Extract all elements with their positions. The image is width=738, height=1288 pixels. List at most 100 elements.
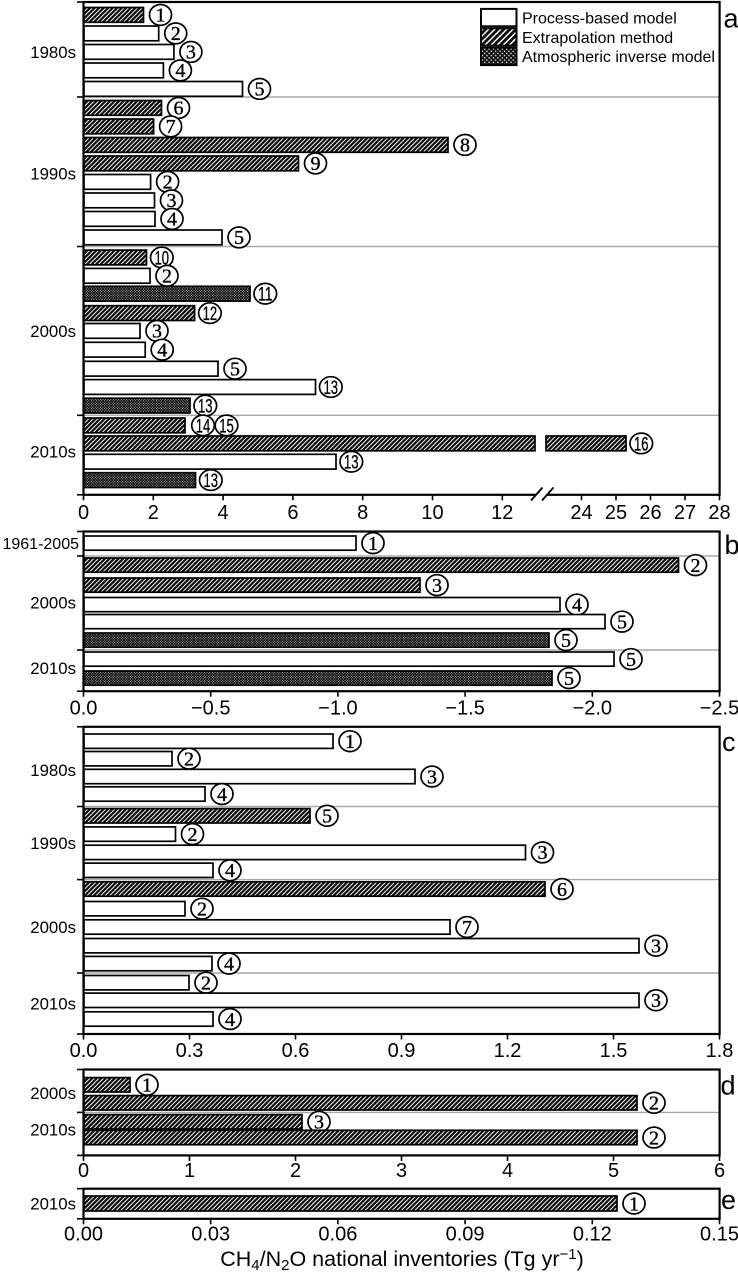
svg-text:1.5: 1.5 [600,1040,628,1062]
svg-text:2000s: 2000s [30,594,76,613]
svg-text:4: 4 [225,1009,235,1031]
svg-text:2000s: 2000s [30,918,76,937]
svg-text:0.15: 0.15 [700,1224,738,1246]
svg-text:5: 5 [255,79,265,101]
svg-text:13: 13 [324,378,339,399]
svg-text:2: 2 [649,1093,659,1115]
svg-text:27: 27 [674,502,696,524]
svg-text:Atmospheric inverse model: Atmospheric inverse model [522,49,715,66]
svg-text:0: 0 [78,502,89,524]
svg-text:0: 0 [78,1160,89,1182]
svg-text:0.3: 0.3 [176,1040,204,1062]
svg-text:1.8: 1.8 [706,1040,734,1062]
svg-text:0.12: 0.12 [573,1224,612,1246]
svg-text:0.03: 0.03 [191,1224,230,1246]
svg-text:d: d [721,1071,736,1101]
svg-text:1990s: 1990s [30,834,76,853]
svg-text:8: 8 [357,502,368,524]
svg-text:3: 3 [538,842,548,864]
svg-text:1961-2005: 1961-2005 [2,536,79,553]
svg-text:−1.0: −1.0 [318,698,357,720]
svg-text:14: 14 [196,416,211,437]
svg-text:4: 4 [572,594,582,616]
svg-text:3: 3 [427,766,437,788]
svg-text:6: 6 [557,879,567,901]
svg-text:1: 1 [629,1193,639,1215]
svg-text:3: 3 [651,990,661,1012]
svg-text:5: 5 [608,1160,619,1182]
svg-text:7: 7 [166,116,176,138]
svg-text:Process-based model: Process-based model [522,10,677,27]
svg-text:2: 2 [162,266,172,288]
svg-text:1980s: 1980s [30,761,76,780]
svg-text:4: 4 [225,860,235,882]
svg-text:26: 26 [639,502,661,524]
svg-text:0.06: 0.06 [318,1224,357,1246]
svg-text:1: 1 [345,731,355,753]
svg-text:24: 24 [570,502,592,524]
svg-text:2: 2 [197,899,207,921]
svg-text:1.2: 1.2 [494,1040,522,1062]
svg-text:2010s: 2010s [30,994,76,1013]
svg-text:5: 5 [617,611,627,633]
svg-text:16: 16 [634,434,649,455]
svg-text:2: 2 [171,23,181,45]
svg-text:e: e [721,1185,736,1215]
svg-text:5: 5 [230,359,240,381]
svg-text:13: 13 [344,453,359,474]
svg-text:1: 1 [368,533,378,555]
svg-text:28: 28 [708,502,730,524]
svg-text:b: b [725,530,738,560]
svg-text:5: 5 [322,806,332,828]
svg-text:c: c [722,727,736,757]
svg-text:−1.5: −1.5 [445,698,484,720]
svg-text:5: 5 [626,649,636,671]
svg-text:5: 5 [561,630,571,652]
svg-text:2010s: 2010s [30,1194,76,1213]
svg-text:5: 5 [234,227,244,249]
svg-text:−0.5: −0.5 [191,698,230,720]
svg-text:1990s: 1990s [30,164,76,183]
svg-text:8: 8 [460,135,470,157]
svg-text:4: 4 [217,784,227,806]
svg-text:1: 1 [156,5,166,27]
svg-text:2: 2 [649,1127,659,1149]
svg-text:4: 4 [502,1160,513,1182]
svg-text:CH4/N2O national inventories (: CH4/N2O national inventories (Tg yr−1) [220,1246,584,1274]
svg-text:2010s: 2010s [30,1121,76,1140]
svg-text:2000s: 2000s [30,1084,76,1103]
svg-text:13: 13 [198,397,213,418]
svg-text:−2.0: −2.0 [573,698,612,720]
svg-text:4: 4 [157,340,167,362]
svg-text:3: 3 [432,575,442,597]
svg-text:0.9: 0.9 [388,1040,416,1062]
svg-text:Extrapolation method: Extrapolation method [522,30,673,47]
svg-text:13: 13 [204,471,219,492]
svg-text:2: 2 [201,973,211,995]
svg-text:1980s: 1980s [30,43,76,62]
svg-text:0.0: 0.0 [70,1040,98,1062]
svg-text:0.00: 0.00 [64,1224,103,1246]
svg-text:5: 5 [564,668,574,690]
svg-text:9: 9 [311,153,321,175]
svg-text:3: 3 [186,42,196,64]
svg-text:4: 4 [218,502,229,524]
svg-text:2: 2 [188,824,198,846]
svg-text:1: 1 [184,1160,195,1182]
svg-text:0.09: 0.09 [446,1224,485,1246]
svg-text:2: 2 [691,555,701,577]
svg-text:3: 3 [651,936,661,958]
svg-text:a: a [724,3,738,33]
svg-text:2: 2 [148,502,159,524]
svg-text:25: 25 [605,502,627,524]
svg-text:3: 3 [396,1160,407,1182]
svg-text:6: 6 [287,502,298,524]
svg-text:2: 2 [290,1160,301,1182]
svg-text:4: 4 [167,209,177,231]
svg-text:4: 4 [224,953,234,975]
svg-text:2: 2 [184,749,194,771]
svg-text:6: 6 [714,1160,725,1182]
svg-text:2000s: 2000s [30,322,76,341]
svg-text:11: 11 [258,285,273,306]
svg-text:12: 12 [203,304,218,325]
